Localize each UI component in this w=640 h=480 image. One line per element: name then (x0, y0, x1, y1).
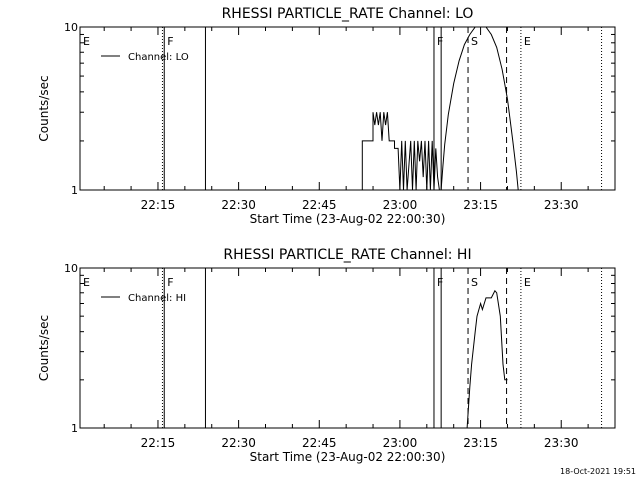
chart-1-x-tick-label: 23:30 (544, 198, 579, 212)
chart-2-x-tick-label: 22:15 (141, 436, 176, 450)
chart-2-x-tick-label: 23:15 (463, 436, 498, 450)
chart-1-marker-label-7: S (471, 35, 478, 48)
chart-2-x-axis-label: Start Time (23-Aug-02 22:00:30) (250, 450, 446, 464)
chart-2-y-tick-label: 1 (71, 422, 78, 435)
chart-1-marker-label-9: E (524, 35, 531, 48)
chart-1-x-tick-label: 22:45 (302, 198, 337, 212)
chart-2-series-line-1 (466, 289, 508, 429)
chart-1-y-tick-label: 10 (64, 21, 78, 34)
chart-2-title: RHESSI PARTICLE_RATE Channel: HI (223, 247, 471, 263)
chart-1-x-tick-label: 22:30 (221, 198, 256, 212)
chart-1-series-line-1 (361, 26, 519, 191)
chart-2-legend-entry: Channel: HI (128, 293, 186, 304)
chart-2-plot-frame (79, 267, 616, 429)
chart-2-y-axis-label: Counts/sec (37, 315, 51, 381)
chart-2-marker-label-7: S (471, 276, 478, 289)
chart-1-marker-label-1: E (83, 35, 90, 48)
chart-2-x-tick-label: 23:30 (544, 436, 579, 450)
chart-1-legend-entry: Channel: LO (128, 52, 189, 63)
chart-1-x-tick-label: 22:15 (141, 198, 176, 212)
chart-1-y-tick-label: 1 (71, 184, 78, 197)
chart-1-x-tick-label: 23:00 (383, 198, 418, 212)
chart-2-marker-label-9: E (524, 276, 531, 289)
chart-1-x-axis-label: Start Time (23-Aug-02 22:00:30) (250, 212, 446, 226)
chart-2-x-tick-label: 22:45 (302, 436, 337, 450)
timestamp: 18-Oct-2021 19:51 (560, 467, 636, 476)
chart-1-marker-label-5: F (437, 35, 443, 48)
chart-2-marker-label-3: F (167, 276, 173, 289)
chart-1-title: RHESSI PARTICLE_RATE Channel: LO (222, 6, 474, 22)
chart-1-x-tick-label: 23:15 (463, 198, 498, 212)
chart-2-marker-label-5: F (437, 276, 443, 289)
chart-1-marker-label-3: F (167, 35, 173, 48)
chart-2-y-tick-label: 10 (64, 262, 78, 275)
chart-2-marker-label-1: E (83, 276, 90, 289)
chart-2-x-tick-label: 23:00 (383, 436, 418, 450)
chart-2-x-tick-label: 22:30 (221, 436, 256, 450)
chart-1-y-axis-label: Counts/sec (37, 75, 51, 141)
